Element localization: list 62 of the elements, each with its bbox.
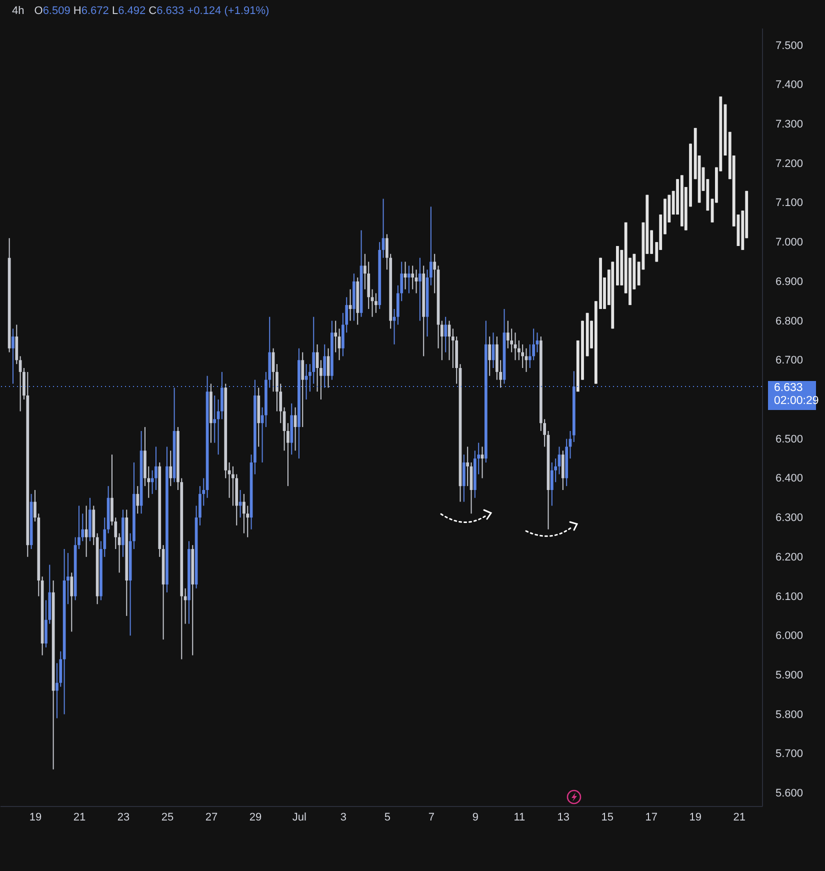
- y-tick-label: 6.000: [776, 630, 804, 642]
- x-tick-label: Jul: [292, 812, 306, 824]
- candlestick: [169, 450, 172, 487]
- candlestick: [561, 450, 564, 490]
- y-tick-label: 7.100: [776, 197, 804, 210]
- chart-title: 4h: [12, 5, 24, 17]
- candlestick: [408, 265, 410, 294]
- candlestick: [433, 253, 436, 294]
- y-tick-label: 6.800: [776, 315, 804, 328]
- x-tick-label: 13: [557, 812, 570, 824]
- candlestick: [462, 454, 466, 502]
- y-tick-label: 6.100: [776, 590, 804, 603]
- y-tick-label: 7.300: [776, 118, 804, 131]
- x-tick-label: 3: [340, 812, 347, 824]
- x-tick-label: 19: [29, 812, 42, 824]
- x-tick-label: 17: [645, 812, 658, 824]
- candlestick: [488, 336, 492, 376]
- x-tick-label: 23: [117, 812, 130, 824]
- candlestick: [12, 328, 14, 384]
- x-tick-label: 25: [161, 812, 174, 824]
- x-tick-label: 29: [249, 812, 262, 824]
- x-tick-label: 21: [73, 812, 86, 824]
- x-tick-label: 19: [689, 812, 702, 824]
- y-tick-label: 6.200: [776, 551, 804, 564]
- x-tick-label: 7: [428, 812, 434, 824]
- x-tick-label: 21: [733, 812, 746, 824]
- candlestick: [70, 572, 74, 632]
- y-tick-label: 7.500: [776, 40, 804, 52]
- x-tick-label: 27: [205, 812, 218, 824]
- x-tick-label: 11: [514, 812, 526, 824]
- y-tick-label: 6.500: [776, 433, 804, 446]
- x-tick-label: 15: [601, 812, 614, 824]
- text: O6.509 H6.672 L6.492 C6.633 +0.124 (+1.91%): [34, 5, 270, 17]
- x-tick-label: 9: [472, 812, 478, 824]
- candlestick: [154, 446, 158, 490]
- candlestick: [136, 486, 140, 514]
- y-tick-label: 6.400: [776, 472, 804, 485]
- candlestick: [242, 493, 246, 534]
- candlestick: [15, 324, 18, 365]
- candlestick: [411, 265, 414, 290]
- candlestick: [550, 462, 554, 506]
- y-tick-label: 7.400: [776, 79, 804, 92]
- ref-line-label: 6.633: [768, 380, 816, 394]
- y-tick-label: 6.900: [776, 276, 804, 288]
- y-tick-label: 5.600: [776, 788, 804, 800]
- candlestick: [301, 352, 304, 428]
- candlestick: [374, 292, 378, 314]
- candlestick: [521, 344, 524, 369]
- candlestick: [334, 320, 338, 353]
- y-tick-label: 5.800: [776, 708, 804, 721]
- candlestick: [213, 395, 216, 444]
- y-tick-label: 6.700: [776, 354, 804, 367]
- candlestick: [466, 446, 470, 487]
- y-tick-label: 7.200: [776, 158, 804, 170]
- candlestick: [506, 320, 510, 349]
- y-tick-label: 5.900: [776, 669, 804, 682]
- candlestick: [444, 316, 448, 353]
- x-tick-label: 5: [384, 812, 391, 824]
- y-tick-label: 6.300: [776, 512, 804, 524]
- y-tick-label: 5.700: [776, 748, 804, 760]
- candlestick: [418, 257, 422, 322]
- y-tick-label: 7.000: [776, 236, 804, 249]
